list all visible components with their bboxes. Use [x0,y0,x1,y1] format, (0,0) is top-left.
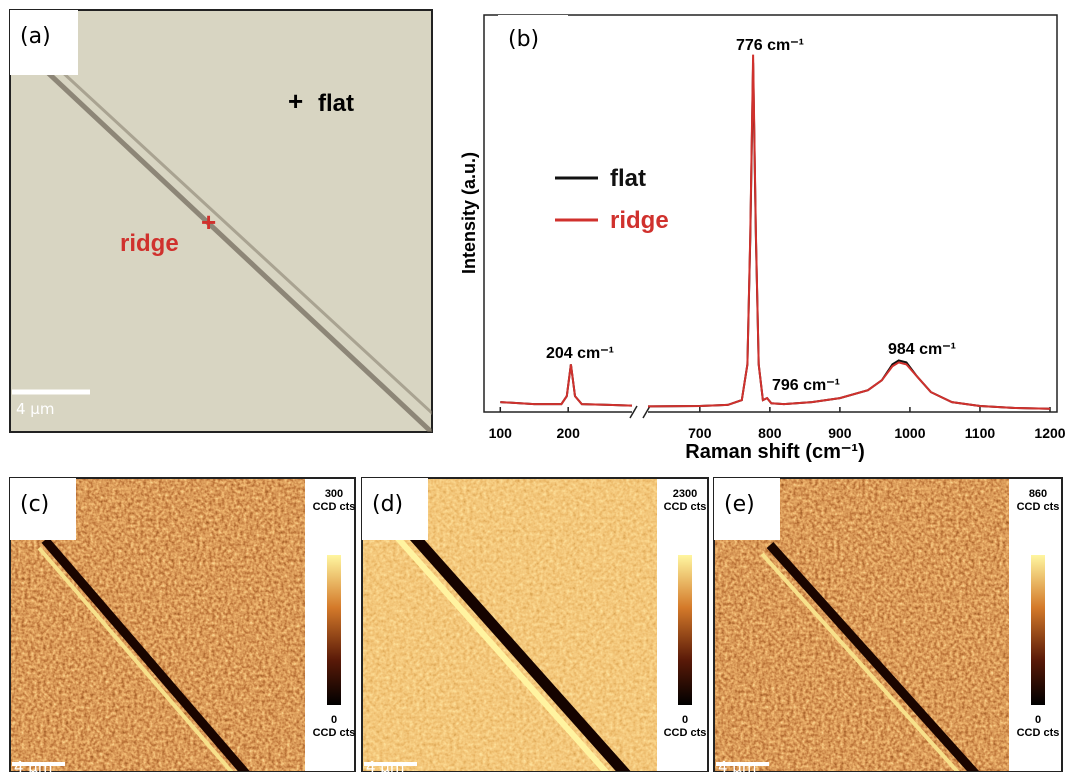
page: Raman shift (cm⁻¹) Intensity (a.u.) 100 2… [0,0,1065,772]
colorbar-max: 300 [312,488,356,501]
axis-break [630,405,650,419]
colorbar-max: 2300 [663,488,707,501]
x-tick-label: 1200 [1034,425,1065,441]
colorbar-min: 0 [312,714,356,727]
colorbar-min: 0 [663,714,707,727]
colorbar-unit: CCD cts [1016,501,1060,514]
ridge-label: ridge [120,230,179,258]
peak-annotation: 776 cm⁻¹ [736,37,804,54]
x-tick-label: 1000 [894,425,925,441]
x-tick-label: 800 [758,425,782,441]
scale-bar-label: 4 µm [366,758,404,776]
legend-label: flat [610,165,646,192]
panel-label: (e) [714,478,780,540]
colorbar-max: 860 [1016,488,1060,501]
colorbar-unit: CCD cts [663,727,707,740]
panel-label: (a) [10,10,78,75]
ridge-marker: + [201,207,216,238]
peak-annotation: 204 cm⁻¹ [546,345,614,362]
flat-marker: + [288,86,303,117]
peak-annotation: 984 cm⁻¹ [888,341,956,358]
colorbar-unit: CCD cts [312,501,356,514]
x-tick-label: 900 [828,425,852,441]
raman-chart: 100 200 700 800 900 1000 1100 1200 flat ridge 204 … [489,37,1065,441]
scale-bar-label: 4 µm [14,758,52,776]
x-tick-label: 1100 [965,425,996,441]
colorbar-min: 0 [1016,714,1060,727]
panel-label: (c) [10,478,76,540]
x-tick-label: 200 [557,425,581,441]
flat-label: flat [318,90,354,118]
y-axis-label: Intensity (a.u.) [459,152,479,274]
panel-label: (d) [362,478,428,540]
x-axis-label: Raman shift (cm⁻¹) [685,441,864,463]
colorbar-unit: CCD cts [663,501,707,514]
scale-bar-label: 4 µm [718,758,756,776]
x-tick-label: 100 [489,425,513,441]
figure: Raman shift (cm⁻¹) Intensity (a.u.) 100 2… [0,0,1065,772]
colorbar-unit: CCD cts [312,727,356,740]
panel-label: (b) [498,15,568,65]
scale-bar-label: 4 µm [16,400,54,418]
peak-annotation: 796 cm⁻¹ [772,377,840,394]
legend-label: ridge [610,207,669,234]
x-tick-label: 700 [688,425,712,441]
colorbar-unit: CCD cts [1016,727,1060,740]
